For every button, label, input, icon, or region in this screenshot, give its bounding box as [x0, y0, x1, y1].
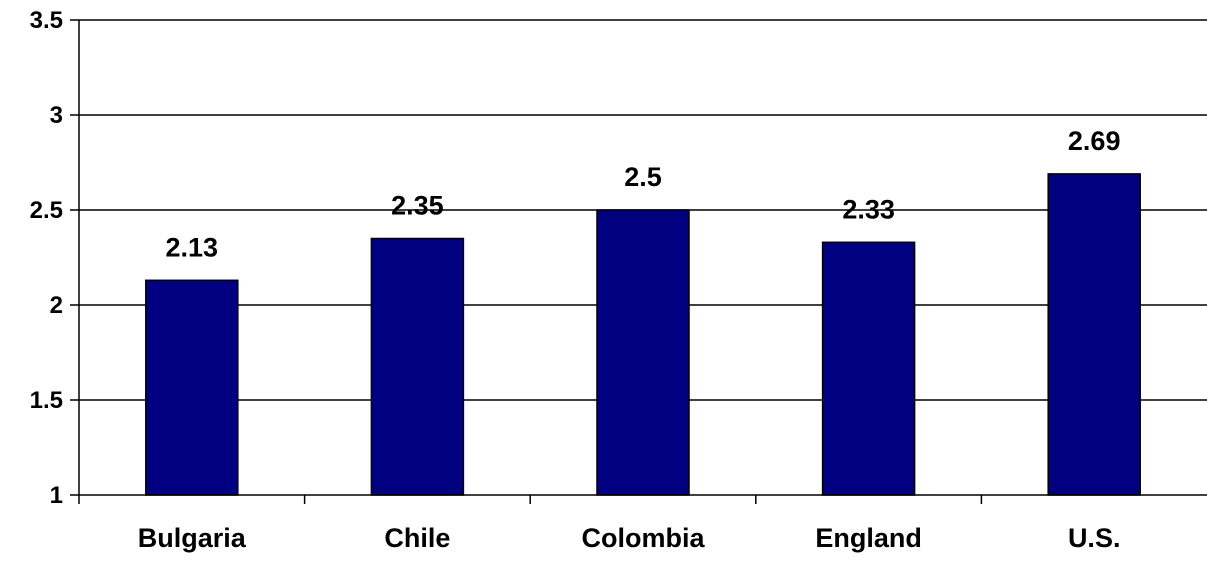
y-tick-label: 3 — [50, 102, 63, 129]
y-tick-label: 2 — [50, 292, 63, 319]
y-tick-label: 3.5 — [30, 7, 63, 34]
data-label: 2.5 — [624, 162, 662, 192]
data-label: 2.35 — [391, 191, 444, 221]
data-label: 2.13 — [166, 232, 219, 262]
y-tick-label: 1.5 — [30, 387, 63, 414]
data-label: 2.69 — [1068, 126, 1121, 156]
bars — [145, 173, 1141, 496]
axes — [70, 19, 1207, 504]
labels: 1 1.5 2 2.5 3 3.5 2.13 Bulgaria 2.35 Chile 2.5 Colo… — [30, 7, 1121, 553]
bar-u-s — [1047, 173, 1141, 496]
y-tick-label: 2.5 — [30, 197, 63, 224]
x-tick-label: Bulgaria — [138, 523, 247, 553]
bar-chile — [370, 237, 465, 496]
x-tick-label: England — [815, 523, 922, 553]
x-tick-label: U.S. — [1068, 523, 1121, 553]
bar-colombia — [596, 209, 690, 496]
x-tick-label: Chile — [384, 523, 450, 553]
x-tick-label: Colombia — [581, 523, 705, 553]
bar-bulgaria — [145, 279, 239, 496]
data-label: 2.33 — [842, 194, 895, 224]
bar-england — [821, 241, 916, 496]
y-tick-label: 1 — [50, 482, 63, 509]
